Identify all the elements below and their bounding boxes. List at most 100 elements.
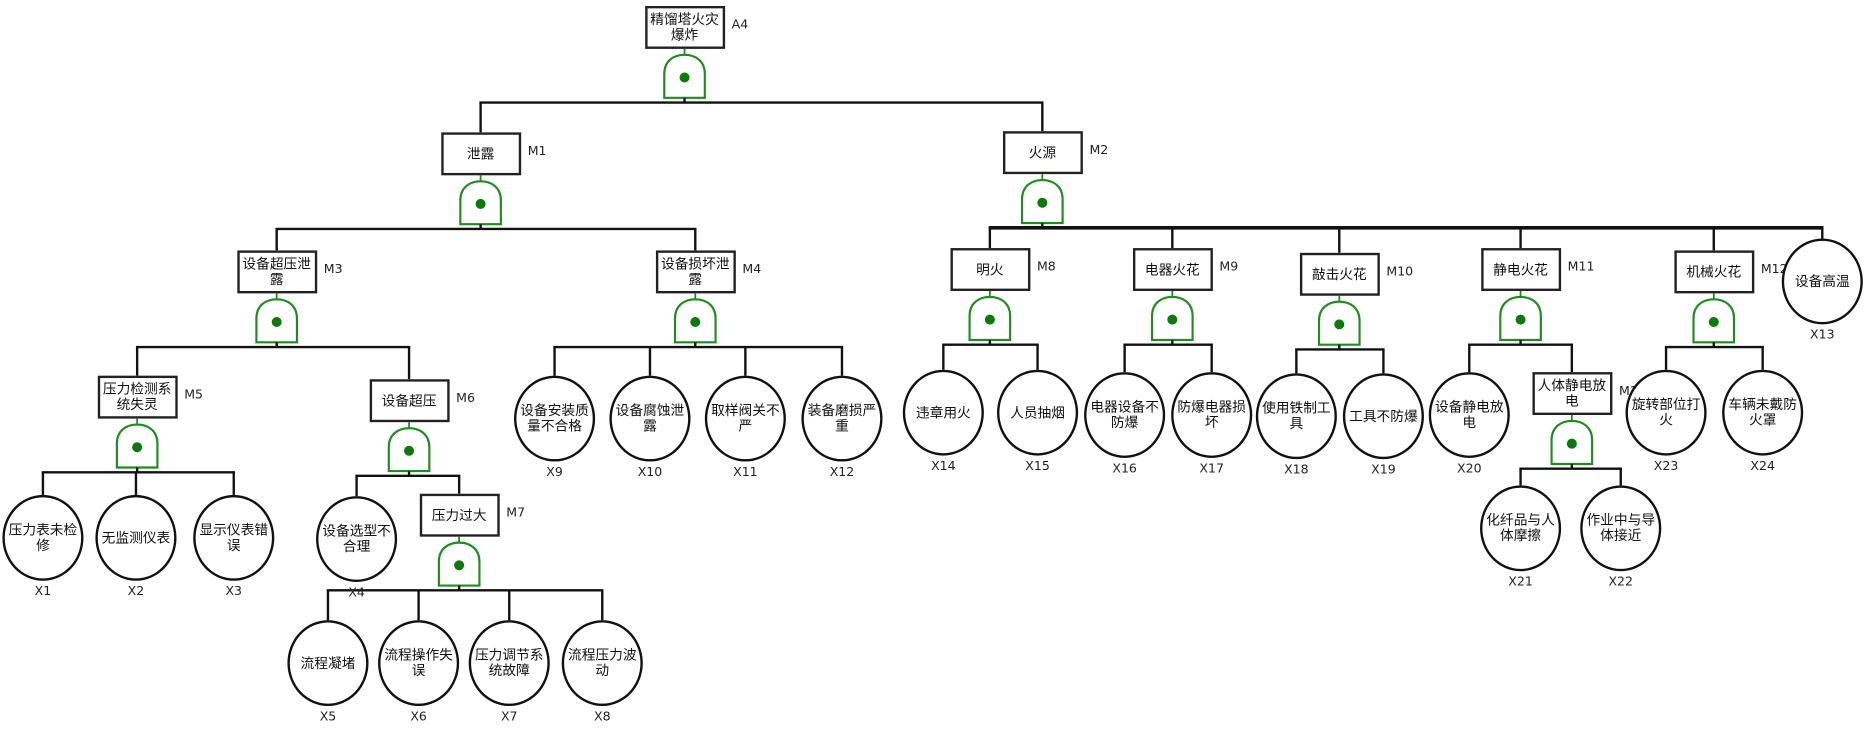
event-label: 机械火花: [1686, 262, 1742, 280]
basic-event-x24[interactable]: 车辆未戴防火罩: [1722, 369, 1804, 456]
gate-dot-icon: [1037, 197, 1048, 208]
gate-dot-icon: [1515, 314, 1526, 325]
event-box-m8[interactable]: 明火: [949, 248, 1030, 291]
event-code: A4: [731, 17, 749, 33]
basic-event-x5[interactable]: 流程凝堵: [287, 620, 369, 707]
basic-event-code: X9: [546, 465, 563, 480]
basic-event-label: 使用铁制工具: [1262, 399, 1331, 432]
basic-event-x21[interactable]: 化纤品与人体摩擦: [1480, 485, 1562, 572]
basic-event-x15[interactable]: 人员抽烟: [997, 369, 1079, 456]
basic-event-code: X4: [348, 585, 365, 600]
event-box-m5[interactable]: 压力检测系统失灵: [97, 375, 178, 419]
basic-event-code: X13: [1810, 327, 1835, 343]
event-label: 电器火花: [1144, 260, 1200, 278]
basic-event-code: X22: [1608, 574, 1634, 590]
basic-event-x18[interactable]: 使用铁制工具: [1255, 373, 1337, 460]
event-box-m3[interactable]: 设备超压泄露: [236, 250, 317, 294]
basic-event-code: X6: [410, 709, 427, 724]
basic-event-x7[interactable]: 压力调节系统故障: [468, 620, 550, 707]
event-box-m1[interactable]: 泄露: [440, 132, 521, 176]
event-box-m7[interactable]: 压力过大: [419, 493, 500, 537]
event-box-m9[interactable]: 电器火花: [1132, 248, 1213, 291]
basic-event-label: 设备安装质量不合格: [520, 401, 589, 435]
basic-event-label: 化纤品与人体摩擦: [1486, 511, 1555, 544]
event-box-m12[interactable]: 机械火花: [1673, 250, 1754, 294]
basic-event-label: 设备腐蚀泄露: [615, 401, 685, 435]
basic-event-label: 作业中与导体接近: [1586, 511, 1656, 544]
basic-event-code: X19: [1371, 462, 1396, 478]
basic-event-x20[interactable]: 设备静电放电: [1428, 372, 1510, 458]
event-box-m2[interactable]: 火源: [1002, 131, 1083, 175]
gate-dot-icon: [679, 72, 690, 83]
event-code: M1: [527, 144, 547, 159]
basic-event-x19[interactable]: 工具不防爆: [1342, 373, 1424, 460]
event-label: 设备损坏泄露: [660, 255, 730, 288]
basic-event-x1[interactable]: 压力表未检修: [2, 494, 84, 581]
basic-event-x22[interactable]: 作业中与导体接近: [1580, 485, 1662, 572]
event-box-m11[interactable]: 静电火花: [1480, 248, 1561, 291]
basic-event-x3[interactable]: 显示仪表错误: [193, 494, 275, 581]
event-code: M5: [184, 387, 204, 402]
basic-event-x16[interactable]: 电器设备不防爆: [1084, 372, 1166, 458]
event-box-m10[interactable]: 敲击火花: [1299, 252, 1380, 296]
basic-event-x13[interactable]: 设备高温: [1781, 238, 1863, 325]
basic-event-x9[interactable]: 设备安装质量不合格: [514, 375, 596, 462]
gate-dot-icon: [475, 198, 486, 209]
basic-event-x4[interactable]: 设备选型不合理: [316, 496, 398, 582]
basic-event-label: 人员抽烟: [1010, 403, 1065, 421]
basic-event-label: 流程操作失误: [384, 646, 453, 679]
event-box-m13[interactable]: 人体静电放电: [1531, 372, 1612, 416]
basic-event-code: X12: [829, 465, 855, 480]
basic-event-code: X7: [500, 709, 518, 724]
basic-event-label: 显示仪表错误: [199, 521, 269, 554]
event-code: M8: [1036, 259, 1056, 275]
event-box-a4[interactable]: 精馏塔火灾爆炸: [644, 5, 725, 49]
basic-event-code: X1: [34, 584, 52, 599]
gate-dot-icon: [1334, 319, 1345, 330]
basic-event-code: X10: [637, 465, 663, 480]
basic-event-x12[interactable]: 装备磨损严重: [801, 375, 883, 462]
basic-event-code: X5: [319, 709, 337, 724]
basic-event-x11[interactable]: 取样阀关不严: [704, 375, 786, 462]
basic-event-label: 设备高温: [1794, 272, 1850, 290]
event-label: 明火: [976, 260, 1004, 278]
event-label: 火源: [1028, 143, 1057, 161]
event-label: 敲击火花: [1311, 265, 1367, 283]
event-code: M10: [1386, 264, 1414, 280]
gate-dot-icon: [271, 316, 282, 328]
event-box-m4[interactable]: 设备损坏泄露: [655, 250, 736, 294]
event-label: 精馏塔火灾爆炸: [650, 10, 719, 43]
basic-event-x2[interactable]: 无监测仪表: [95, 494, 177, 581]
basic-event-label: 工具不防爆: [1349, 407, 1418, 424]
event-code: M11: [1567, 259, 1595, 275]
basic-event-code: X2: [127, 584, 145, 599]
event-code: M4: [742, 262, 762, 277]
basic-event-x17[interactable]: 防爆电器损坏: [1171, 372, 1253, 458]
gate-dot-icon: [984, 314, 995, 325]
basic-event-x8[interactable]: 流程压力波动: [561, 620, 643, 707]
event-code: M12: [1760, 262, 1788, 277]
gate-dot-icon: [1708, 316, 1719, 328]
basic-event-label: 流程压力波动: [567, 646, 637, 679]
basic-event-x10[interactable]: 设备腐蚀泄露: [609, 375, 691, 462]
basic-event-code: X11: [733, 465, 758, 480]
event-code: M9: [1219, 259, 1239, 275]
basic-event-code: X20: [1457, 461, 1482, 476]
basic-event-code: X24: [1750, 459, 1775, 474]
gate-dot-icon: [132, 442, 143, 453]
event-box-m6[interactable]: 设备超压: [369, 379, 450, 423]
gate-dot-icon: [690, 316, 701, 328]
basic-event-code: X15: [1025, 459, 1050, 474]
basic-event-label: 压力表未检修: [8, 521, 78, 554]
basic-event-x6[interactable]: 流程操作失误: [378, 620, 460, 707]
basic-event-x14[interactable]: 违章用火: [902, 369, 984, 456]
event-label: 静电火花: [1493, 260, 1548, 278]
event-code: M6: [456, 391, 475, 406]
basic-event-label: 电器设备不防爆: [1090, 398, 1159, 431]
basic-event-x23[interactable]: 旋转部位打火: [1625, 369, 1707, 456]
basic-event-code: X8: [593, 709, 611, 724]
basic-event-code: X23: [1653, 459, 1679, 474]
basic-event-label: 防爆电器损坏: [1177, 398, 1246, 431]
